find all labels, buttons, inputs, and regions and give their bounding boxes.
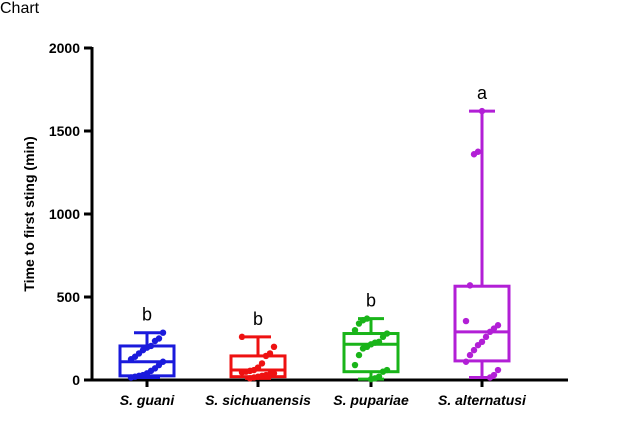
- data-point: [478, 338, 486, 346]
- data-point: [159, 358, 167, 365]
- data-point: [478, 107, 486, 115]
- data-point: [155, 335, 163, 342]
- data-point: [470, 346, 478, 354]
- x-tick-label: S. pupariae: [333, 392, 409, 408]
- data-point: [462, 358, 470, 365]
- data-point: [351, 327, 359, 334]
- data-point: [466, 351, 474, 359]
- y-axis-label: Time to first sting (min): [21, 136, 37, 291]
- data-point: [238, 333, 246, 341]
- data-point: [355, 351, 363, 359]
- significance-letter: b: [366, 291, 376, 311]
- y-tick-label: 1000: [49, 206, 80, 222]
- data-point: [363, 315, 371, 322]
- box-group: b: [342, 291, 400, 383]
- data-point: [383, 330, 391, 337]
- y-tick-label: 1500: [49, 123, 80, 139]
- y-tick-label: 0: [72, 372, 80, 388]
- data-point: [270, 370, 278, 377]
- box-group: b: [118, 305, 176, 381]
- y-tick-label: 500: [57, 289, 81, 305]
- data-point: [490, 371, 498, 379]
- data-point: [462, 317, 470, 325]
- box-group: b: [229, 309, 287, 382]
- x-tick-label: S. alternatusi: [438, 392, 527, 408]
- significance-letter: b: [253, 309, 263, 329]
- box-plot-chart: 0 500 1000 1500 2000 S. guani S. sichuanensis…: [21, 40, 568, 408]
- data-point: [159, 329, 167, 336]
- data-point: [351, 361, 359, 369]
- y-tick-label: 2000: [49, 40, 80, 56]
- data-point: [375, 373, 383, 380]
- box: [342, 332, 400, 374]
- box-group: a: [453, 83, 511, 381]
- data-point: [466, 282, 474, 289]
- x-tick-label: S. sichuanensis: [205, 392, 311, 408]
- box: [453, 284, 511, 363]
- data-point: [258, 360, 266, 367]
- significance-letter: a: [477, 83, 488, 103]
- data-point: [474, 148, 482, 155]
- data-point: [375, 338, 383, 346]
- data-point: [494, 366, 502, 374]
- x-axis: S. guani S. sichuanensis S. pupariae S. alt…: [90, 378, 568, 408]
- y-axis: 0 500 1000 1500 2000: [49, 40, 94, 388]
- significance-letter: b: [142, 305, 152, 325]
- boxes: b b b a: [118, 83, 511, 383]
- x-tick-label: S. guani: [120, 392, 176, 408]
- data-point: [266, 350, 274, 357]
- data-point: [494, 322, 502, 329]
- data-point: [147, 342, 155, 350]
- data-point: [383, 366, 391, 374]
- data-point: [254, 364, 262, 371]
- data-point: [270, 343, 278, 350]
- data-point: [482, 333, 490, 341]
